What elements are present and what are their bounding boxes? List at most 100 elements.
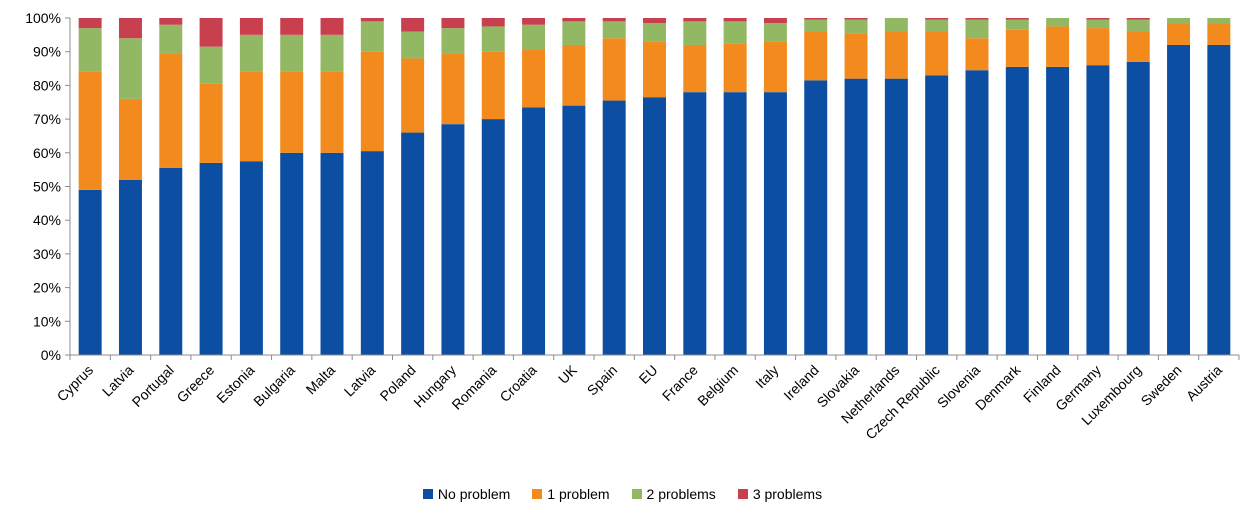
bar-segment bbox=[522, 50, 546, 108]
bar-segment bbox=[1005, 66, 1029, 356]
bar-segment bbox=[925, 18, 949, 20]
x-tick-label: Spain bbox=[584, 362, 621, 399]
y-tick-label: 0% bbox=[41, 347, 61, 363]
bar-segment bbox=[320, 34, 344, 72]
bar-segment bbox=[320, 71, 344, 153]
y-tick-label: 30% bbox=[33, 246, 61, 262]
y-tick-label: 10% bbox=[33, 313, 61, 329]
bar-segment bbox=[78, 189, 102, 355]
bar-segment bbox=[1005, 29, 1029, 67]
bar-segment bbox=[199, 83, 223, 163]
bar-segment bbox=[844, 19, 868, 34]
bar-segment bbox=[1167, 44, 1191, 356]
y-tick-label: 90% bbox=[33, 44, 61, 60]
legend-label: 1 problem bbox=[547, 486, 610, 502]
bar-segment bbox=[522, 107, 546, 356]
x-tick-label: Croatia bbox=[496, 362, 539, 405]
bar-segment bbox=[280, 34, 304, 72]
bar-segment bbox=[1207, 44, 1231, 356]
bar-segment bbox=[1086, 65, 1110, 356]
x-axis: Cyprus LatviaPortugalGreeceEstoniaBulgari… bbox=[54, 354, 1240, 443]
bar-segment bbox=[78, 71, 102, 190]
legend-swatch bbox=[532, 489, 543, 499]
stacked-bar-chart: 0% 10% 20% 30% 40% 50% 60% 70% 80% 90% 100% Cyprus… bbox=[25, 10, 1240, 443]
x-tick-label: Bulgaria bbox=[250, 362, 298, 410]
bar-segment bbox=[159, 18, 183, 25]
bar-segment bbox=[239, 34, 263, 72]
bar-segment bbox=[683, 18, 707, 22]
bar-segment bbox=[562, 18, 586, 22]
bar-segment bbox=[602, 21, 626, 39]
y-tick-label: 80% bbox=[33, 77, 61, 93]
bar-segment bbox=[401, 58, 425, 133]
bar-segment bbox=[723, 43, 747, 93]
bar-segment bbox=[199, 18, 223, 47]
bar-segment bbox=[844, 78, 868, 355]
bar-segment bbox=[1046, 66, 1070, 356]
bar-segment bbox=[401, 31, 425, 59]
y-tick-label: 50% bbox=[33, 179, 61, 195]
x-tick-label: Czech Republic bbox=[862, 362, 943, 443]
bar-segment bbox=[602, 100, 626, 355]
x-tick-label: Cyprus bbox=[54, 362, 97, 405]
bar-segment bbox=[763, 18, 787, 24]
bar-segment bbox=[118, 38, 142, 99]
bar-segment bbox=[360, 18, 384, 22]
y-tick-label: 60% bbox=[33, 145, 61, 161]
bar-segment bbox=[118, 179, 142, 355]
bar-segment bbox=[884, 18, 908, 32]
bar-segment bbox=[239, 161, 263, 355]
bar-segment bbox=[522, 18, 546, 25]
y-tick-label: 70% bbox=[33, 111, 61, 127]
bar-segment bbox=[965, 18, 989, 20]
bar-segment bbox=[159, 24, 183, 54]
bars bbox=[78, 18, 1231, 356]
bar-segment bbox=[602, 38, 626, 101]
legend-label: No problem bbox=[437, 486, 511, 502]
bar-segment bbox=[280, 71, 304, 153]
bar-segment bbox=[643, 97, 666, 355]
bar-segment bbox=[118, 98, 142, 180]
bar-segment bbox=[723, 92, 747, 355]
bar-segment bbox=[1086, 19, 1110, 29]
legend-item: 1 problem bbox=[532, 486, 610, 502]
legend-item: 2 problems bbox=[631, 486, 716, 502]
bar-segment bbox=[925, 19, 949, 32]
bar-segment bbox=[360, 21, 384, 52]
bar-segment bbox=[1005, 19, 1029, 30]
bar-segment bbox=[199, 162, 223, 355]
bar-segment bbox=[683, 21, 707, 45]
legend-item: 3 problems bbox=[737, 486, 822, 502]
bar-segment bbox=[481, 119, 505, 355]
bar-segment bbox=[239, 71, 263, 162]
bar-segment bbox=[763, 92, 787, 355]
bar-segment bbox=[844, 18, 868, 20]
x-tick-label: UK bbox=[555, 361, 581, 387]
bar-segment bbox=[159, 167, 183, 355]
bar-segment bbox=[1207, 18, 1231, 24]
x-tick-label: Latvia bbox=[341, 362, 379, 400]
bar-segment bbox=[723, 18, 747, 22]
bar-segment bbox=[844, 33, 868, 79]
x-tick-label: Latvia bbox=[99, 362, 137, 400]
x-tick-label: Sweden bbox=[1138, 362, 1185, 409]
bar-segment bbox=[1207, 23, 1231, 45]
bar-segment bbox=[239, 18, 263, 35]
bar-segment bbox=[683, 44, 707, 93]
y-tick-label: 40% bbox=[33, 212, 61, 228]
bar-segment bbox=[360, 51, 384, 152]
bar-segment bbox=[441, 53, 465, 125]
bar-segment bbox=[1126, 31, 1150, 62]
bar-segment bbox=[481, 51, 505, 120]
bar-segment bbox=[643, 41, 666, 98]
x-tick-label: Romania bbox=[448, 362, 499, 413]
bar-segment bbox=[441, 18, 465, 29]
bar-segment bbox=[1086, 18, 1110, 20]
bar-segment bbox=[1126, 61, 1150, 356]
bar-segment bbox=[481, 26, 505, 52]
bar-segment bbox=[199, 46, 223, 84]
x-tick-label: Greece bbox=[173, 362, 217, 406]
bar-segment bbox=[884, 31, 908, 79]
bar-segment bbox=[1126, 18, 1150, 20]
legend-label: 2 problems bbox=[646, 486, 716, 502]
